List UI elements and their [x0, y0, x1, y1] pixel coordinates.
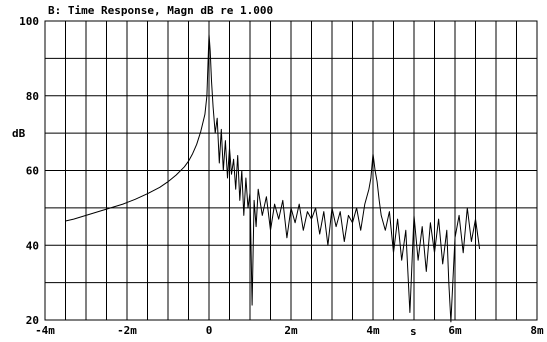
series-line: [65, 33, 481, 323]
x-tick-label: -2m: [117, 324, 137, 337]
x-tick-label: 6m: [448, 324, 462, 337]
series-layer: [65, 33, 481, 323]
tick-labels: -4m -2m 0 2m 4m 6m 8m 100 80 60 40 20: [19, 15, 544, 337]
x-tick-label: 0: [206, 324, 213, 337]
x-unit-label: s: [410, 325, 417, 338]
x-tick-label: 4m: [366, 324, 380, 337]
y-tick-label: 20: [26, 314, 39, 327]
grid: [44, 20, 538, 321]
x-tick-label: 8m: [530, 324, 544, 337]
y-tick-label: 40: [26, 239, 39, 252]
y-tick-label: 60: [26, 165, 39, 178]
y-axis-label: dB: [12, 127, 26, 140]
x-tick-label: -4m: [35, 324, 55, 337]
y-tick-label: 80: [26, 90, 39, 103]
y-tick-label: 100: [19, 15, 39, 28]
chart-title: B: Time Response, Magn dB re 1.000: [48, 4, 273, 17]
x-tick-label: 2m: [284, 324, 298, 337]
